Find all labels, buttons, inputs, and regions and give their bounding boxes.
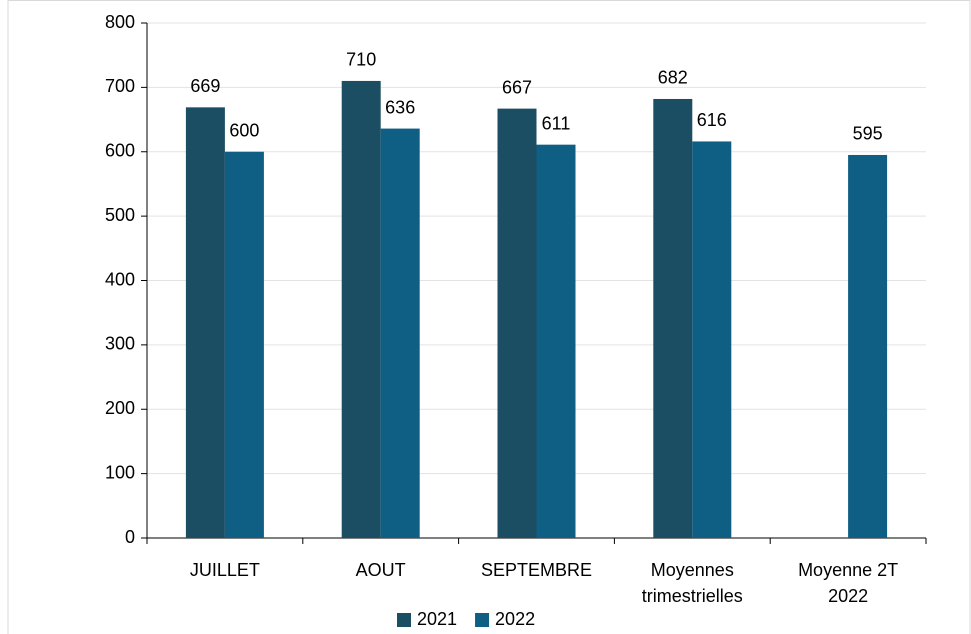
data-label: 669 (190, 76, 220, 96)
bar (185, 107, 225, 539)
legend-swatch (475, 613, 490, 627)
bar (536, 144, 576, 538)
x-tick-label: JUILLET (189, 560, 260, 580)
bar (380, 128, 420, 538)
y-tick-label: 0 (125, 527, 135, 547)
data-label: 636 (385, 97, 415, 117)
data-label: 611 (542, 113, 571, 133)
bar (653, 98, 693, 539)
chart-frame (7, 0, 971, 634)
x-tick-label: SEPTEMBRE (480, 560, 593, 580)
y-tick-label: 500 (105, 205, 135, 225)
y-tick-label: 100 (105, 462, 135, 482)
bar (224, 151, 264, 538)
y-tick-label: 800 (105, 12, 135, 32)
data-label: 600 (229, 121, 259, 141)
y-tick-label: 700 (105, 76, 135, 96)
x-tick-label: AOUT (355, 560, 406, 580)
x-tick-label: Moyenne 2T 2022 (798, 560, 899, 606)
y-tick-label: 200 (105, 398, 135, 418)
bar (497, 108, 537, 539)
y-tick-label: 300 (105, 334, 135, 354)
legend-label: 2021 (417, 609, 457, 629)
y-tick-label: 600 (105, 141, 135, 161)
legend-label: 2022 (495, 609, 535, 629)
bar (341, 80, 381, 538)
x-tick-label: Moyennes trimestrielles (641, 560, 743, 606)
data-label: 616 (697, 110, 727, 130)
data-label: 682 (658, 68, 688, 88)
bar (692, 141, 732, 538)
bar (848, 154, 888, 538)
legend-swatch (397, 613, 411, 627)
y-tick-label: 400 (105, 269, 135, 289)
data-label: 667 (502, 77, 532, 97)
data-label: 710 (346, 50, 376, 70)
data-label: 595 (853, 124, 883, 144)
